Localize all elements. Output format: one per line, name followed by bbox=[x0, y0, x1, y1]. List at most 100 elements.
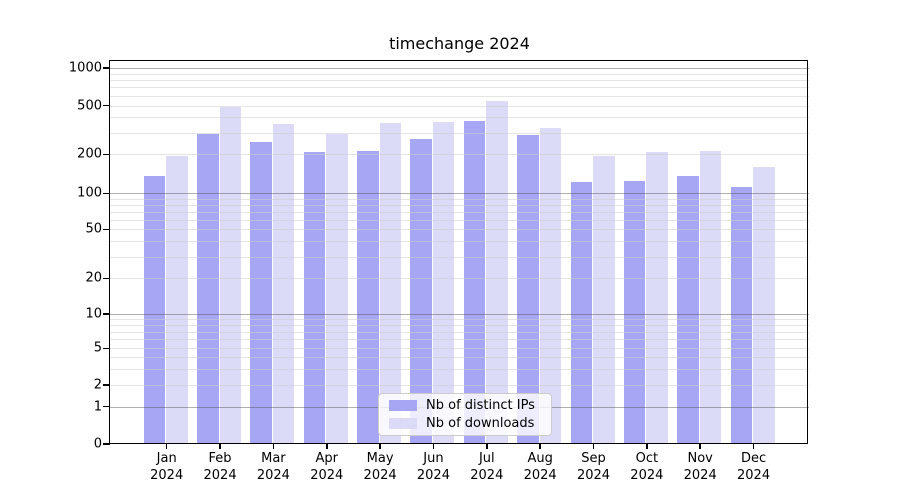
x-tick-label-nov: Nov 2024 bbox=[668, 450, 732, 484]
minor-gridline-6 bbox=[110, 339, 809, 341]
bar-sep-downloads bbox=[593, 156, 615, 444]
y-tick-mark-5 bbox=[103, 347, 110, 350]
x-tick-label-sep: Sep 2024 bbox=[562, 450, 626, 484]
y-tick-mark-20 bbox=[103, 277, 110, 280]
minor-gridline-300 bbox=[110, 132, 809, 134]
y-tick-label-50: 50 bbox=[85, 221, 102, 237]
y-tick-label-1: 1 bbox=[93, 399, 102, 415]
x-tick-month: Jul bbox=[478, 451, 495, 466]
minor-gridline-800 bbox=[110, 80, 809, 82]
x-tick-label-oct: Oct 2024 bbox=[615, 450, 679, 484]
bar-jan-downloads bbox=[166, 156, 188, 444]
bar-jan-distinct-ips bbox=[143, 175, 166, 444]
bar-may-distinct-ips bbox=[357, 150, 379, 444]
bar-apr-downloads bbox=[326, 134, 348, 444]
bar-jul-downloads bbox=[486, 101, 508, 444]
x-tick-year: 2024 bbox=[576, 468, 611, 483]
x-tick-label-mar: Mar 2024 bbox=[241, 450, 305, 484]
y-tick-label-500: 500 bbox=[77, 98, 102, 114]
bar-feb-downloads bbox=[219, 106, 242, 444]
minor-gridline-20 bbox=[110, 278, 809, 280]
legend-label-distinct-ips: Nb of distinct IPs bbox=[426, 398, 535, 413]
minor-gridline-40 bbox=[110, 241, 809, 243]
x-tick-label-may: May 2024 bbox=[348, 450, 412, 484]
x-tick-year: 2024 bbox=[256, 468, 290, 483]
x-tick-year: 2024 bbox=[683, 468, 717, 483]
x-tick-month: Jan bbox=[156, 451, 177, 466]
x-tick-label-aug: Aug 2024 bbox=[508, 450, 572, 484]
x-tick-mark-sep bbox=[592, 444, 595, 449]
x-tick-month: Mar bbox=[261, 451, 286, 466]
x-tick-mark-aug bbox=[539, 444, 541, 449]
x-tick-year: 2024 bbox=[470, 468, 504, 483]
x-tick-month: May bbox=[366, 451, 394, 466]
x-tick-mark-may bbox=[379, 444, 381, 449]
bar-may-downloads bbox=[379, 123, 402, 444]
x-tick-mark-mar bbox=[272, 444, 275, 449]
minor-gridline-70 bbox=[110, 211, 809, 213]
minor-gridline-7 bbox=[110, 331, 809, 333]
minor-gridline-5 bbox=[110, 348, 809, 350]
x-tick-mark-jan bbox=[165, 444, 168, 449]
minor-gridline-30 bbox=[110, 256, 809, 258]
y-tick-mark-0 bbox=[103, 443, 110, 445]
bar-jun-downloads bbox=[432, 122, 455, 444]
bar-mar-downloads bbox=[272, 123, 295, 444]
x-tick-mark-jun bbox=[432, 444, 435, 449]
x-tick-year: 2024 bbox=[150, 468, 184, 483]
legend-row-distinct-ips: Nb of distinct IPs bbox=[389, 398, 541, 413]
minor-gridline-200 bbox=[110, 154, 809, 156]
x-tick-year: 2024 bbox=[630, 468, 664, 483]
legend-row-downloads: Nb of downloads bbox=[389, 416, 541, 431]
minor-gridline-80 bbox=[110, 204, 809, 206]
bar-dec-distinct-ips bbox=[730, 186, 753, 444]
minor-gridline-4 bbox=[110, 357, 809, 359]
minor-gridline-9 bbox=[110, 319, 809, 321]
y-tick-mark-100 bbox=[103, 192, 110, 195]
bar-nov-distinct-ips bbox=[677, 175, 699, 444]
chart-title: timechange 2024 bbox=[389, 34, 530, 53]
y-tick-mark-1 bbox=[103, 405, 110, 408]
major-gridline-10 bbox=[110, 314, 809, 315]
y-tick-label-100: 100 bbox=[77, 185, 102, 201]
minor-gridline-700 bbox=[110, 87, 809, 89]
x-tick-label-jun: Jun 2024 bbox=[401, 450, 465, 484]
bar-nov-downloads bbox=[699, 151, 722, 444]
y-tick-label-5: 5 bbox=[93, 340, 102, 356]
y-tick-label-2: 2 bbox=[93, 377, 102, 393]
bar-jun-distinct-ips bbox=[410, 138, 432, 444]
y-tick-mark-1000 bbox=[103, 67, 110, 69]
x-tick-label-apr: Apr 2024 bbox=[295, 450, 359, 484]
x-tick-mark-feb bbox=[219, 444, 221, 449]
x-tick-mark-dec bbox=[752, 444, 755, 449]
bar-sep-distinct-ips bbox=[570, 181, 592, 444]
y-tick-label-10: 10 bbox=[85, 306, 102, 322]
minor-gridline-600 bbox=[110, 95, 809, 97]
x-tick-month: Sep bbox=[581, 451, 606, 466]
x-tick-mark-nov bbox=[699, 444, 701, 449]
x-tick-label-jan: Jan 2024 bbox=[135, 450, 199, 484]
minor-gridline-60 bbox=[110, 219, 809, 221]
y-tick-mark-10 bbox=[103, 313, 110, 315]
minor-gridline-500 bbox=[110, 105, 809, 107]
x-tick-month: Oct bbox=[635, 451, 659, 466]
x-tick-year: 2024 bbox=[203, 468, 237, 483]
x-tick-month: Jun bbox=[423, 451, 444, 466]
y-tick-mark-50 bbox=[103, 228, 110, 231]
x-tick-mark-oct bbox=[646, 444, 648, 449]
minor-gridline-90 bbox=[110, 198, 809, 200]
x-tick-year: 2024 bbox=[416, 468, 450, 483]
y-tick-label-1000: 1000 bbox=[68, 60, 102, 76]
x-tick-mark-apr bbox=[326, 444, 328, 449]
minor-gridline-8 bbox=[110, 325, 809, 327]
y-tick-mark-2 bbox=[103, 384, 110, 386]
y-tick-label-0: 0 bbox=[93, 436, 102, 452]
bar-aug-downloads bbox=[539, 127, 562, 444]
y-tick-label-20: 20 bbox=[85, 270, 102, 286]
x-tick-month: Apr bbox=[315, 451, 339, 466]
major-gridline-1000 bbox=[110, 68, 809, 69]
bar-oct-downloads bbox=[646, 151, 668, 444]
x-tick-year: 2024 bbox=[310, 468, 344, 483]
minor-gridline-900 bbox=[110, 73, 809, 75]
